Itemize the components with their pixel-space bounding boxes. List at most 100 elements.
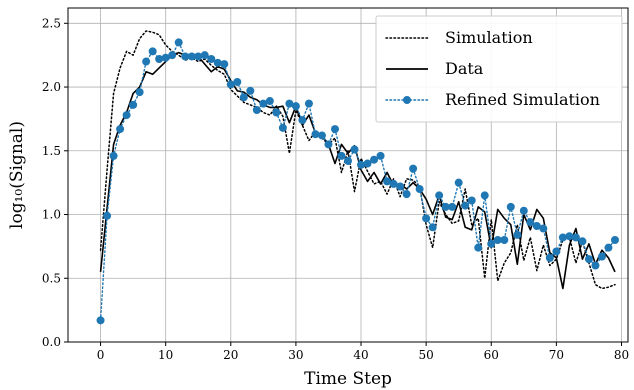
data-point [330, 125, 339, 134]
x-tick-label: 70 [549, 348, 564, 362]
data-point [357, 160, 366, 169]
data-point [226, 80, 235, 89]
y-axis-label: log₁₀(Signal) [7, 121, 27, 229]
data-point [389, 179, 398, 188]
x-tick-label: 40 [353, 348, 368, 362]
data-point [246, 86, 255, 95]
data-point [116, 125, 125, 134]
data-point [597, 252, 606, 261]
x-tick-label: 80 [614, 348, 629, 362]
data-point [422, 214, 431, 223]
data-point [168, 51, 177, 60]
data-point [519, 206, 528, 215]
data-point [291, 102, 300, 111]
data-point [428, 223, 437, 232]
y-tick-label: 0.0 [42, 335, 61, 349]
data-point [207, 54, 216, 63]
data-point [129, 100, 138, 109]
data-point [610, 236, 619, 245]
data-point [396, 182, 405, 191]
data-point [474, 243, 483, 252]
data-point [259, 99, 268, 108]
data-point [298, 116, 307, 125]
data-point [181, 52, 190, 61]
data-point [220, 60, 229, 69]
data-point [604, 243, 613, 252]
series-refined-simulation [96, 38, 619, 325]
legend-label: Simulation [445, 28, 533, 47]
data-point [324, 140, 333, 149]
data-point [506, 202, 515, 211]
data-point [578, 237, 587, 246]
data-point [272, 108, 281, 117]
data-point [376, 151, 385, 160]
data-point [558, 233, 567, 242]
series-layer [96, 30, 619, 325]
y-tick-label: 1.0 [42, 208, 61, 222]
data-point [461, 201, 470, 210]
data-point [233, 77, 242, 86]
data-point [441, 202, 450, 211]
data-point [480, 191, 489, 200]
data-point [278, 123, 287, 132]
legend: Simulation Data Refined Simulation [375, 15, 623, 123]
data-point [552, 247, 561, 256]
data-point [311, 130, 320, 139]
data-point [415, 185, 424, 194]
x-tick-label: 30 [288, 348, 303, 362]
legend-label: Refined Simulation [445, 90, 600, 109]
x-axis-label: Time Step [304, 369, 392, 389]
y-tick-label: 0.5 [42, 271, 61, 285]
data-point [304, 99, 313, 108]
legend-label: Data [445, 59, 484, 78]
data-point [252, 105, 261, 114]
data-point [532, 221, 541, 230]
x-tick-label: 60 [484, 348, 499, 362]
data-point [370, 155, 379, 164]
y-tick-label: 2.0 [42, 80, 61, 94]
y-tick-label: 2.5 [42, 16, 61, 30]
data-point [500, 236, 509, 245]
legend-entry: Refined Simulation [385, 90, 600, 109]
data-point [200, 51, 209, 60]
data-point [526, 218, 535, 227]
data-point [285, 99, 294, 108]
data-point [317, 131, 326, 140]
data-point [584, 255, 593, 264]
data-point [571, 233, 580, 242]
data-point [135, 88, 144, 97]
x-tick-label: 50 [418, 348, 433, 362]
tick-layer: 0 10 20 30 40 50 60 70 80 0.0 0.5 1.0 1.5 2.0 2.5 [42, 16, 629, 362]
data-point [265, 97, 274, 106]
data-point [383, 177, 392, 186]
data-point [513, 230, 522, 239]
data-point [187, 52, 196, 61]
data-point [194, 52, 203, 61]
data-point [239, 93, 248, 102]
legend-entry: Simulation [385, 28, 533, 47]
data-point [467, 196, 476, 205]
data-point [402, 190, 411, 199]
legend-box [375, 15, 623, 123]
data-point [109, 151, 118, 160]
data-point [487, 239, 496, 248]
x-tick-label: 0 [97, 348, 105, 362]
data-point [344, 156, 352, 165]
legend-marker [403, 96, 411, 104]
data-point [142, 57, 151, 66]
data-point [448, 202, 457, 211]
x-tick-label: 20 [223, 348, 238, 362]
data-point [103, 211, 112, 220]
data-point [350, 145, 359, 154]
data-point [435, 191, 444, 200]
x-tick-label: 10 [158, 348, 173, 362]
y-tick-label: 1.5 [42, 144, 61, 158]
data-point [454, 178, 463, 187]
plot-frame [67, 7, 629, 343]
data-point [363, 159, 372, 168]
data-point [155, 54, 164, 63]
data-point [148, 47, 157, 56]
data-point [213, 58, 222, 67]
data-point [174, 38, 183, 47]
